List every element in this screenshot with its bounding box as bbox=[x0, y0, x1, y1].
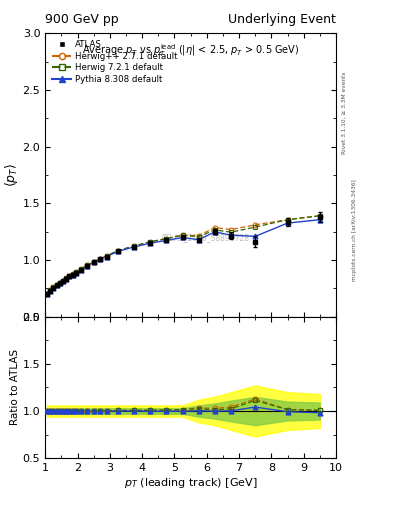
Text: mcplots.cern.ch [arXiv:1306.3436]: mcplots.cern.ch [arXiv:1306.3436] bbox=[352, 180, 357, 281]
Text: Rivet 3.1.10, ≥ 3.3M events: Rivet 3.1.10, ≥ 3.3M events bbox=[342, 71, 347, 154]
X-axis label: $p_T$ (leading track) [GeV]: $p_T$ (leading track) [GeV] bbox=[124, 476, 257, 490]
Y-axis label: Ratio to ATLAS: Ratio to ATLAS bbox=[10, 349, 20, 425]
Y-axis label: $\langle p_T \rangle$: $\langle p_T \rangle$ bbox=[3, 163, 20, 187]
Text: Average $p_T$ vs $p_T^{\mathrm{lead}}$ ($|\eta|$ < 2.5, $p_T$ > 0.5 GeV): Average $p_T$ vs $p_T^{\mathrm{lead}}$ (… bbox=[82, 42, 299, 58]
Text: 900 GeV pp: 900 GeV pp bbox=[45, 13, 119, 26]
Text: ATLAS_2010_S8894728: ATLAS_2010_S8894728 bbox=[161, 233, 250, 242]
Text: Underlying Event: Underlying Event bbox=[228, 13, 336, 26]
Legend: ATLAS, Herwig++ 2.7.1 default, Herwig 7.2.1 default, Pythia 8.308 default: ATLAS, Herwig++ 2.7.1 default, Herwig 7.… bbox=[50, 37, 180, 87]
